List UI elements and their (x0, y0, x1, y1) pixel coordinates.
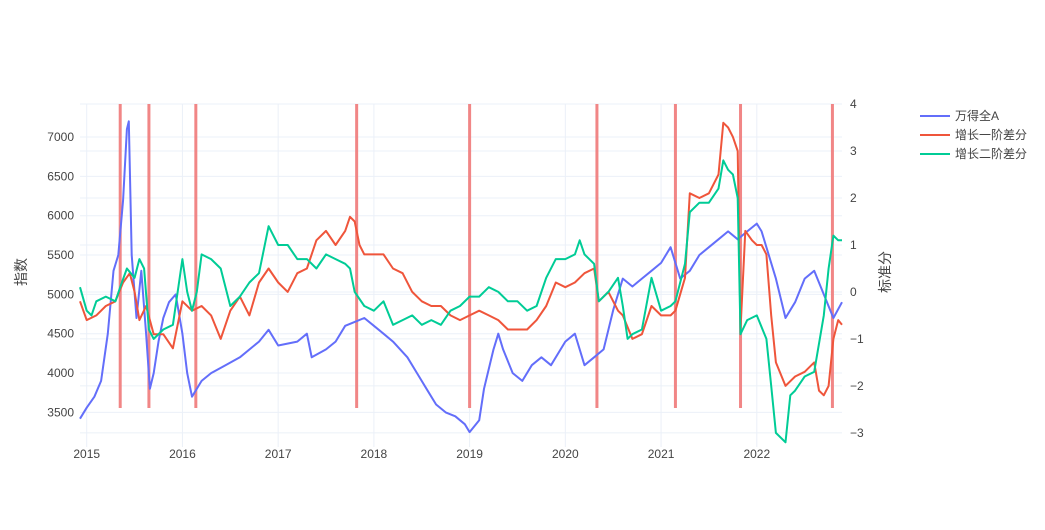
y-right-tick-label: 0 (850, 285, 857, 299)
y-right-tick-label: 1 (850, 238, 857, 252)
legend-item[interactable]: 增长一阶差分 (920, 128, 1027, 142)
legend-item[interactable]: 增长二阶差分 (920, 147, 1027, 161)
vertical-marker-layer (118, 104, 834, 408)
y-left-tick-label: 3500 (47, 405, 74, 419)
x-tick-label: 2015 (73, 447, 100, 461)
y-left-tick-label: 6000 (47, 209, 74, 223)
series-line-2[interactable] (79, 121, 843, 397)
series-layer (79, 120, 843, 444)
legend-item[interactable]: 万得全A (920, 108, 999, 123)
legend-label: 增长二阶差分 (955, 147, 1027, 161)
y-left-tick-label: 4500 (47, 327, 74, 341)
x-tick-label: 2018 (361, 447, 388, 461)
y-axis-left-title: 指数 (13, 258, 29, 286)
y-right-tick-label: −2 (850, 379, 864, 393)
x-tick-label: 2022 (743, 447, 770, 461)
y-axis-right-title: 标准分 (877, 251, 893, 293)
y-right-tick-label: 4 (850, 97, 857, 111)
y-right-tick-label: −3 (850, 426, 864, 440)
y-right-tick-label: 2 (850, 191, 857, 205)
grid-layer (80, 103, 842, 447)
x-tick-label: 2016 (169, 447, 196, 461)
axis-layer: 2015 2016 2017 2018 2019 2020 2021 2022 3500 4000… (47, 97, 864, 461)
y-left-tick-label: 4000 (47, 366, 74, 380)
y-left-tick-label: 5500 (47, 248, 74, 262)
x-tick-label: 2021 (648, 447, 675, 461)
x-tick-label: 2019 (456, 447, 483, 461)
series-line-3[interactable] (79, 159, 842, 444)
legend-label: 万得全A (955, 108, 999, 123)
y-right-tick-label: 3 (850, 144, 857, 158)
y-left-tick-label: 5000 (47, 287, 74, 301)
legend-label: 增长一阶差分 (955, 128, 1027, 142)
x-tick-label: 2017 (265, 447, 292, 461)
y-left-tick-label: 7000 (47, 130, 74, 144)
y-left-tick-label: 6500 (47, 169, 74, 183)
x-tick-label: 2020 (552, 447, 579, 461)
y-right-tick-label: −1 (850, 332, 864, 346)
series-line-1[interactable] (79, 120, 843, 434)
